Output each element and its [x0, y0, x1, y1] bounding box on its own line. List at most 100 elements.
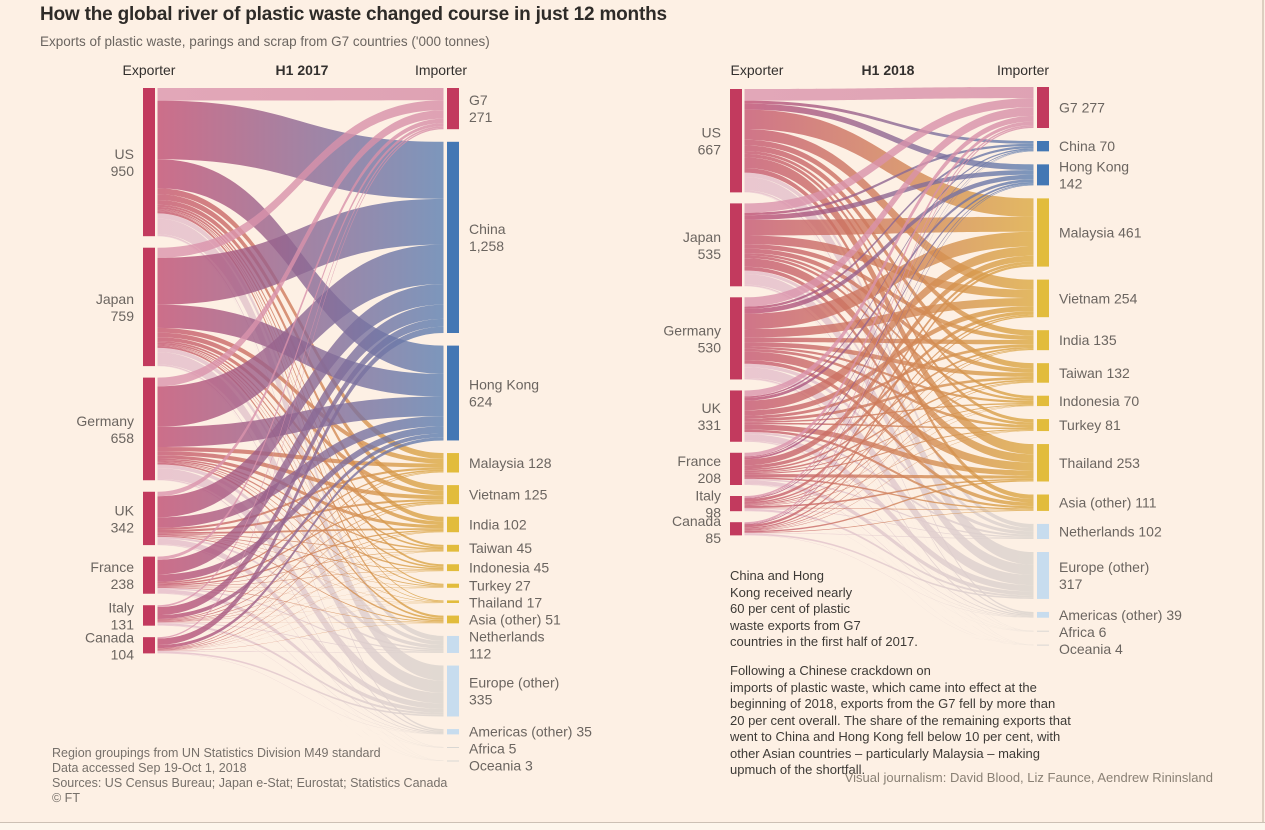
flow-italy-to-asia-other — [744, 507, 1034, 511]
flow-italy-to-oceania — [157, 625, 444, 761]
label-exporter-japan: 759 — [111, 308, 135, 324]
flow-france-to-turkey — [157, 586, 444, 588]
node-importer-india — [1037, 330, 1049, 351]
flow-france-to-taiwan — [744, 379, 1034, 473]
label-importer-netherlands: Netherlands 102 — [1059, 523, 1162, 539]
label-importer-hong-kong: 142 — [1059, 175, 1083, 191]
flow-italy-to-taiwan — [157, 551, 444, 622]
flow-italy-to-thailand — [157, 602, 444, 623]
node-importer-netherlands — [447, 635, 459, 653]
flow-uk-to-china — [744, 148, 1034, 398]
flow-italy-to-asia-other — [157, 622, 444, 624]
flow-canada-to-taiwan — [744, 382, 1034, 531]
flow-uk-to-asia-other — [744, 429, 1034, 509]
label-importer-vietnam: Vietnam 125 — [469, 487, 548, 503]
label-importer-india: India 135 — [1059, 332, 1117, 348]
flow-japan-to-g7 — [157, 100, 444, 258]
bottom-divider — [0, 822, 1265, 823]
flow-france-to-netherlands — [744, 478, 1034, 538]
flow-france-to-turkey — [744, 429, 1034, 475]
left-importer-header: Importer — [414, 62, 468, 78]
label-importer-africa: Africa 6 — [1059, 624, 1107, 640]
flow-uk-to-malaysia — [157, 467, 444, 530]
label-importer-taiwan: Taiwan 132 — [1059, 365, 1130, 381]
flow-canada-to-africa — [744, 535, 1034, 632]
flow-uk-to-americas-other — [744, 440, 1034, 617]
flow-italy-to-vietnam — [157, 502, 444, 621]
flow-italy-to-netherlands — [157, 622, 444, 653]
flow-japan-to-europe-other — [157, 352, 444, 693]
flow-uk-to-europe-other — [744, 434, 1034, 592]
flow-japan-to-americas-other — [157, 364, 444, 732]
node-importer-indonesia — [447, 564, 459, 572]
label-importer-china: 1,258 — [469, 238, 504, 254]
flow-france-to-thailand — [157, 587, 444, 603]
flow-us-to-asia-other — [744, 167, 1034, 499]
node-importer-thailand — [1037, 444, 1049, 482]
node-importer-hong-kong — [1037, 164, 1049, 186]
node-importer-taiwan — [447, 544, 459, 552]
flow-italy-to-africa — [157, 625, 444, 748]
annotation-2017: China and Hong Kong received nearly 60 p… — [730, 568, 918, 649]
flow-japan-to-oceania — [157, 366, 444, 761]
label-exporter-canada: 104 — [111, 646, 135, 662]
footnote-sources: Sources: US Census Bureau; Japan e-Stat;… — [52, 776, 448, 790]
flow-uk-to-g7 — [744, 115, 1034, 397]
label-importer-europe-other: Europe (other) — [469, 675, 559, 691]
label-exporter-italy: Italy — [695, 488, 721, 504]
flow-germany-to-india — [157, 455, 444, 529]
right-importer-header: Importer — [996, 62, 1050, 78]
flow-canada-to-hong-kong — [157, 437, 444, 649]
label-exporter-japan: Japan — [96, 291, 134, 307]
label-exporter-france: France — [90, 559, 134, 575]
left-period-header: H1 2017 — [275, 62, 329, 78]
flow-germany-to-india — [744, 337, 1034, 345]
node-importer-turkey — [1037, 419, 1049, 432]
node-exporter-japan — [143, 247, 155, 367]
node-importer-malaysia — [1037, 198, 1049, 267]
flow-germany-to-turkey — [744, 348, 1034, 428]
flow-canada-to-americas-other — [744, 535, 1034, 618]
label-exporter-canada: Canada — [85, 629, 134, 645]
flow-italy-to-thailand — [744, 478, 1034, 508]
flow-italy-to-africa — [744, 511, 1034, 632]
node-importer-india — [447, 516, 459, 533]
flow-germany-to-turkey — [157, 461, 444, 587]
label-importer-americas-other: Americas (other) 39 — [1059, 607, 1182, 623]
flow-canada-to-oceania — [744, 535, 1034, 646]
label-exporter-france: 238 — [111, 576, 135, 592]
label-importer-taiwan: Taiwan 45 — [469, 540, 532, 556]
flow-uk-to-malaysia — [744, 246, 1034, 411]
flow-uk-to-indonesia — [157, 534, 444, 571]
flow-germany-to-thailand — [744, 351, 1034, 471]
flow-france-to-oceania — [744, 484, 1034, 646]
flow-germany-to-malaysia — [744, 231, 1034, 330]
label-exporter-us: 667 — [698, 142, 722, 158]
flow-uk-to-asia-other — [157, 536, 444, 623]
flow-canada-to-china — [744, 150, 1034, 525]
flow-canada-to-netherlands — [744, 532, 1034, 540]
flow-uk-to-indonesia — [744, 403, 1034, 423]
flow-italy-to-g7 — [744, 124, 1034, 498]
flow-japan-to-china — [744, 143, 1034, 216]
label-importer-asia-other: Asia (other) 51 — [469, 612, 561, 628]
flow-italy-to-hong-kong — [744, 183, 1034, 500]
flow-italy-to-netherlands — [744, 508, 1034, 539]
flow-france-to-hong-kong — [157, 426, 444, 582]
flow-germany-to-g7 — [744, 107, 1034, 307]
flow-germany-to-indonesia — [744, 346, 1034, 404]
label-importer-americas-other: Americas (other) 35 — [469, 724, 592, 740]
flow-canada-to-taiwan — [157, 551, 444, 651]
flow-italy-to-india — [744, 348, 1034, 505]
flow-france-to-vietnam — [744, 311, 1034, 469]
node-exporter-us — [730, 89, 742, 193]
flow-italy-to-turkey — [157, 587, 444, 623]
label-exporter-france: 208 — [698, 470, 722, 486]
flow-france-to-indonesia — [157, 570, 444, 587]
flow-japan-to-africa — [744, 285, 1034, 632]
flow-japan-to-india — [744, 244, 1034, 340]
node-importer-china — [1037, 140, 1049, 152]
node-exporter-germany — [143, 377, 155, 481]
label-importer-china: China — [469, 221, 506, 237]
visual-journalism-credit: Visual journalism: David Blood, Liz Faun… — [844, 770, 1213, 785]
